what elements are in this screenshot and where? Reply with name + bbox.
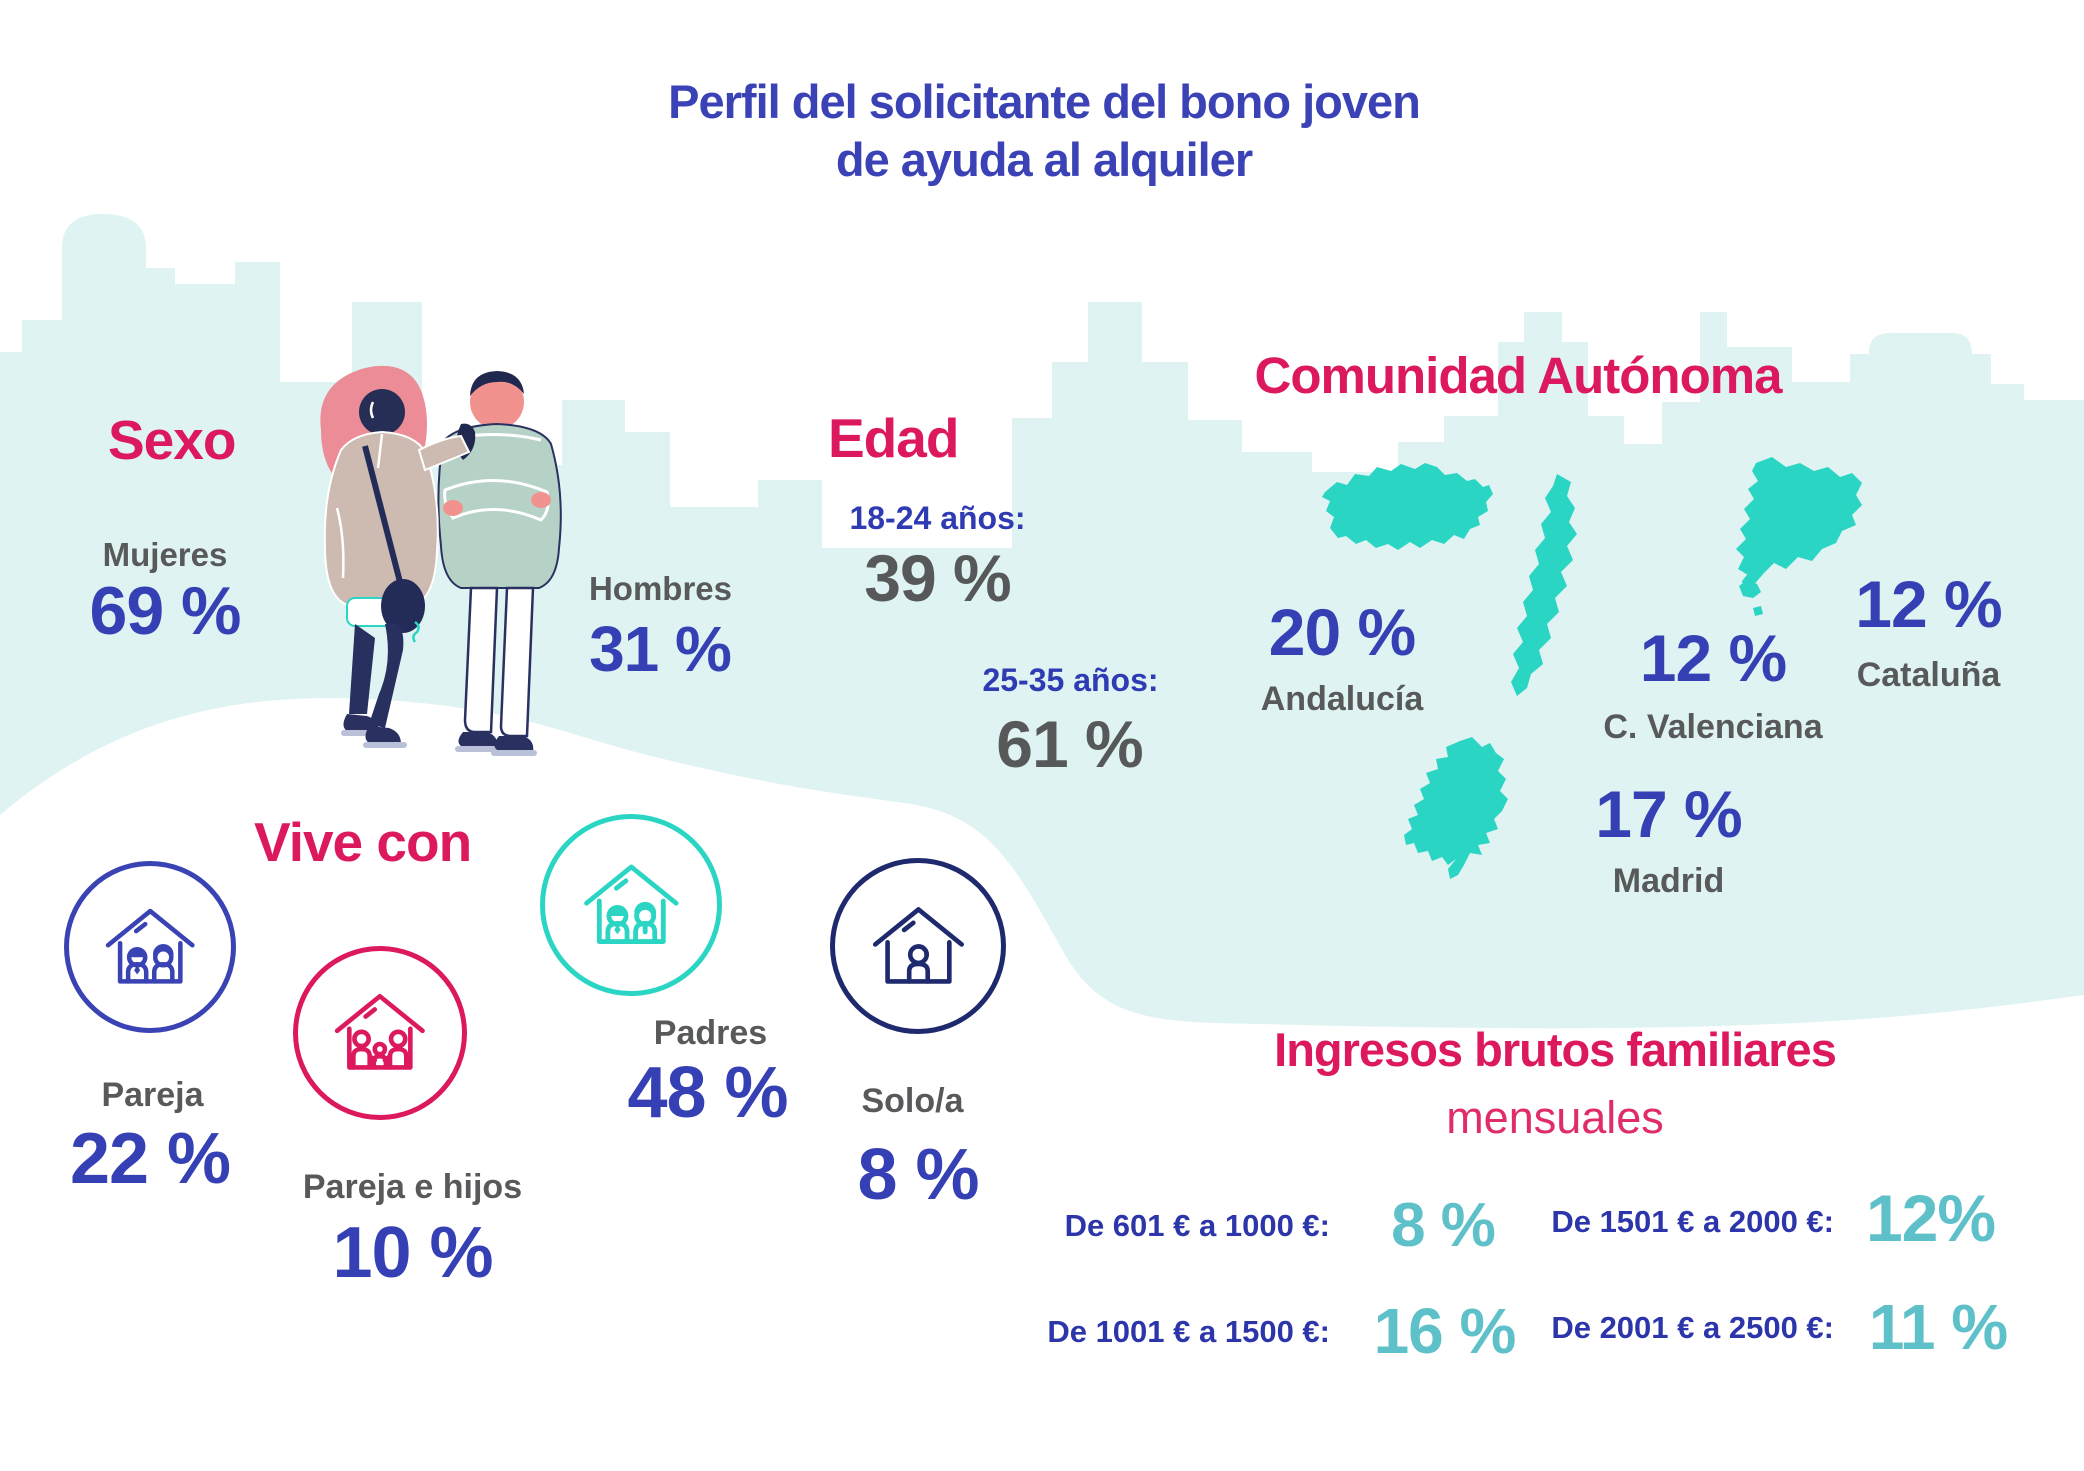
ingresos-row1-label: De 601 € a 1000 €:	[1064, 1208, 1330, 1243]
page-title-line2: de ayuda al alquiler	[835, 133, 1253, 186]
house-single-icon	[872, 906, 964, 984]
mujeres-label: Mujeres	[102, 536, 228, 573]
pareja-hijos-circle	[293, 946, 467, 1120]
map-valenciana-icon	[1511, 474, 1577, 696]
cataluna-value: 12 %	[1855, 567, 2002, 641]
ingresos-row2-value: 12%	[1865, 1181, 1996, 1255]
solo-value: 8 %	[857, 1135, 979, 1215]
valenciana-label: C. Valenciana	[1603, 708, 1823, 746]
ingresos-row1-value: 8 %	[1391, 1191, 1496, 1260]
madrid-value: 17 %	[1595, 777, 1742, 851]
hombres-label: Hombres	[588, 570, 733, 607]
pareja-label: Pareja	[101, 1076, 204, 1114]
pareja-value: 22 %	[69, 1119, 231, 1199]
edad-25-35-value: 61 %	[996, 707, 1143, 781]
ingresos-row4-value: 11 %	[1868, 1291, 2008, 1363]
sexo-heading: Sexo	[108, 409, 236, 471]
edad-18-24-value: 39 %	[864, 541, 1011, 615]
map-madrid-icon	[1404, 737, 1508, 879]
ingresos-row2-label: De 1501 € a 2000 €:	[1551, 1204, 1834, 1239]
madrid-label: Madrid	[1612, 862, 1725, 900]
ingresos-heading-line1: Ingresos brutos familiares	[1274, 1023, 1837, 1076]
house-couple-icon	[105, 908, 195, 984]
solo-label: Solo/a	[861, 1082, 964, 1120]
house-parents-icon	[583, 864, 679, 944]
cataluna-label: Cataluña	[1856, 656, 2001, 694]
couple-illustration	[320, 365, 562, 756]
ingresos-row3-label: De 1001 € a 1500 €:	[1047, 1314, 1330, 1349]
pareja-hijos-label: Pareja e hijos	[302, 1168, 523, 1206]
hombres-value: 31 %	[589, 613, 732, 685]
edad-heading: Edad	[828, 407, 959, 469]
map-cataluna-icon	[1736, 457, 1862, 591]
solo-circle	[830, 858, 1006, 1034]
padres-value: 48 %	[627, 1053, 788, 1133]
padres-label: Padres	[653, 1014, 768, 1052]
valenciana-value: 12 %	[1639, 621, 1787, 695]
ingresos-row3-value: 16 %	[1373, 1295, 1517, 1367]
ingresos-row4-label: De 2001 € a 2500 €:	[1551, 1310, 1834, 1345]
mujeres-value: 69 %	[89, 573, 242, 649]
andalucia-value: 20 %	[1268, 595, 1416, 669]
ingresos-heading-line2: mensuales	[1446, 1092, 1664, 1143]
edad-25-35-label: 25-35 años:	[982, 662, 1159, 698]
house-family-icon	[335, 994, 425, 1070]
map-andalucia-icon	[1322, 463, 1493, 550]
vive-con-heading: Vive con	[254, 811, 472, 873]
page-title-line1: Perfil del solicitante del bono joven	[668, 75, 1421, 128]
padres-circle	[540, 814, 722, 996]
andalucia-label: Andalucía	[1260, 680, 1424, 718]
edad-18-24-label: 18-24 años:	[849, 500, 1026, 536]
pareja-hijos-value: 10 %	[332, 1213, 493, 1293]
pareja-circle	[64, 861, 236, 1033]
comunidad-heading: Comunidad Autónoma	[1254, 347, 1783, 404]
white-hills-shape	[0, 698, 2084, 1471]
